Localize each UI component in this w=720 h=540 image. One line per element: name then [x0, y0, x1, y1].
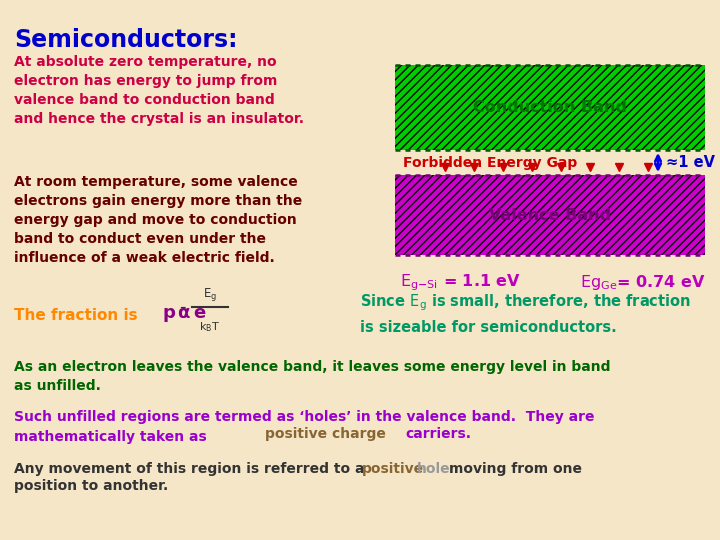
- Text: $\mathrm{E_g}$: $\mathrm{E_g}$: [203, 286, 217, 303]
- Bar: [395, 175, 705, 255]
- Text: Valence Band: Valence Band: [489, 207, 611, 222]
- Bar: [395, 65, 705, 150]
- Text: carriers.: carriers.: [405, 427, 471, 441]
- Text: Forbidden Energy Gap: Forbidden Energy Gap: [403, 156, 577, 170]
- Text: positive charge: positive charge: [265, 427, 386, 441]
- Text: ≈1 eV: ≈1 eV: [666, 155, 715, 170]
- Text: Conduction Band: Conduction Band: [473, 100, 627, 115]
- Text: At room temperature, some valence
electrons gain energy more than the
energy gap: At room temperature, some valence electr…: [14, 175, 302, 265]
- Text: hole: hole: [417, 462, 451, 476]
- Text: $\mathbf{p\,\alpha\,e}$: $\mathbf{p\,\alpha\,e}$: [162, 306, 207, 324]
- Text: At absolute zero temperature, no
electron has energy to jump from
valence band t: At absolute zero temperature, no electro…: [14, 55, 304, 126]
- Text: $\mathrm{k_B T}$: $\mathrm{k_B T}$: [199, 320, 220, 334]
- Text: $\mathrm{E_{g\mathregular{-}Si}}$ = 1.1 eV: $\mathrm{E_{g\mathregular{-}Si}}$ = 1.1 …: [400, 273, 521, 293]
- Text: moving from one: moving from one: [449, 462, 582, 476]
- Text: is sizeable for semiconductors.: is sizeable for semiconductors.: [360, 320, 617, 334]
- Text: position to another.: position to another.: [14, 479, 168, 493]
- Text: positive: positive: [362, 462, 424, 476]
- Text: Any movement of this region is referred to a: Any movement of this region is referred …: [14, 462, 364, 476]
- Text: -: -: [179, 298, 186, 316]
- Text: As an electron leaves the valence band, it leaves some energy level in band
as u: As an electron leaves the valence band, …: [14, 360, 611, 394]
- Text: Such unfilled regions are termed as ‘holes’ in the valence band.  They are
mathe: Such unfilled regions are termed as ‘hol…: [14, 410, 595, 443]
- Text: $\mathrm{Eg_{Ge}}$= 0.74 eV: $\mathrm{Eg_{Ge}}$= 0.74 eV: [580, 273, 706, 293]
- Text: The fraction is: The fraction is: [14, 307, 138, 322]
- Text: Since $\mathrm{E_g}$ is small, therefore, the fraction: Since $\mathrm{E_g}$ is small, therefore…: [360, 293, 691, 313]
- Text: Semiconductors:: Semiconductors:: [14, 28, 238, 52]
